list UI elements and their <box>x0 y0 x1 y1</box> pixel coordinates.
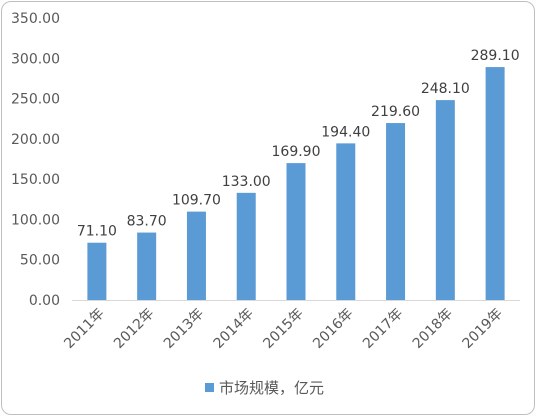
data-label: 289.10 <box>471 48 520 64</box>
bar <box>485 67 505 301</box>
bar <box>336 143 356 300</box>
legend-swatch <box>205 383 214 392</box>
y-tick-label: 50.00 <box>20 253 60 269</box>
bar <box>87 242 107 300</box>
legend-label: 市场规模，亿元 <box>219 379 324 397</box>
x-tick-label: 2018年 <box>410 306 456 352</box>
bar <box>435 100 455 300</box>
bar <box>186 211 206 300</box>
y-tick-label: 350.00 <box>11 11 60 27</box>
y-axis: 0.00 50.00 100.00 150.00 200.00 250.00 300.00 3… <box>11 11 60 309</box>
x-tick-label: 2019年 <box>460 306 506 352</box>
bar <box>236 192 256 300</box>
bar <box>137 232 157 300</box>
data-label: 248.10 <box>421 81 470 97</box>
y-tick-label: 250.00 <box>11 92 60 108</box>
x-axis: 2011年 2012年 2013年 2014年 2015年 2016年 2017年 2018年… <box>61 306 506 352</box>
bar <box>386 123 406 300</box>
y-tick-label: 150.00 <box>11 172 60 188</box>
y-tick-label: 100.00 <box>11 212 60 228</box>
x-tick-label: 2017年 <box>360 306 406 352</box>
data-label: 71.10 <box>77 224 117 240</box>
data-label: 133.00 <box>222 174 271 190</box>
bar <box>286 163 306 300</box>
legend: 市场规模，亿元 <box>205 379 324 397</box>
bar-series <box>87 67 505 301</box>
data-label: 169.90 <box>272 144 321 160</box>
x-tick-label: 2013年 <box>161 306 207 352</box>
data-label: 83.70 <box>127 214 167 230</box>
data-label: 194.40 <box>321 124 370 140</box>
x-tick-label: 2015年 <box>260 306 306 352</box>
y-tick-label: 0.00 <box>29 293 60 309</box>
x-tick-label: 2016年 <box>310 306 356 352</box>
data-labels: 71.10 83.70 109.70133.00169.90194.40219.60… <box>77 48 520 240</box>
y-tick-label: 200.00 <box>11 132 60 148</box>
x-tick-label: 2014年 <box>211 306 257 352</box>
x-tick-label: 2011年 <box>61 306 107 352</box>
x-tick-label: 2012年 <box>111 306 157 352</box>
data-label: 219.60 <box>371 104 420 120</box>
y-tick-label: 300.00 <box>11 51 60 67</box>
data-label: 109.70 <box>172 193 221 209</box>
